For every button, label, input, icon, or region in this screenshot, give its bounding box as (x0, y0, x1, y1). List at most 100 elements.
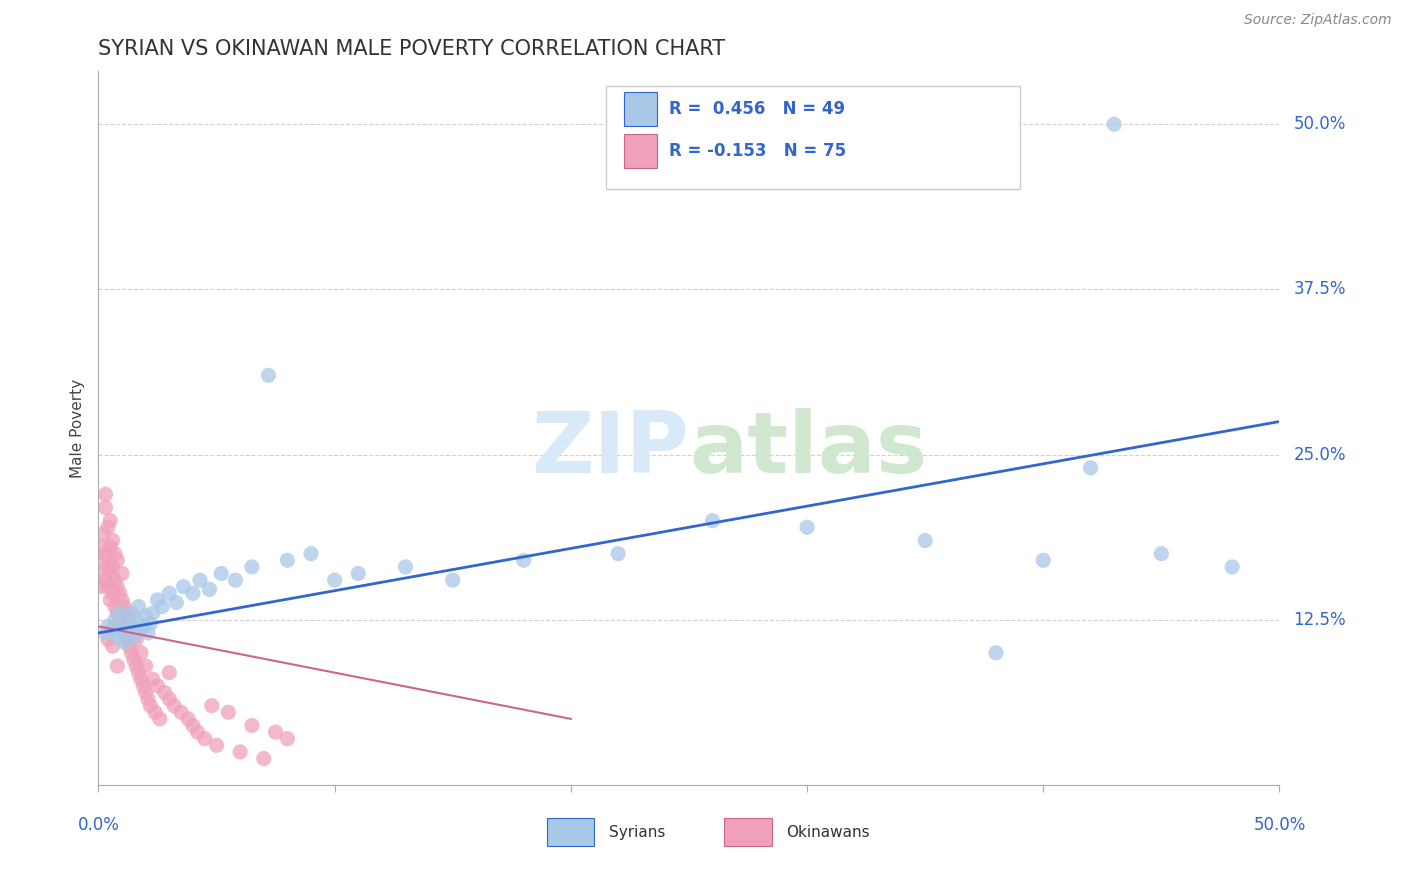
Point (118, 622, 141, 636)
Text: R = -0.153   N = 75: R = -0.153 N = 75 (669, 142, 846, 160)
Point (257, 368, 280, 383)
Point (115, 606, 138, 620)
Point (187, 725, 209, 739)
Point (153, 685, 176, 699)
Point (146, 679, 169, 693)
Point (1102, 117, 1125, 131)
Point (108, 606, 131, 620)
Point (91, 553, 114, 567)
Point (122, 630, 145, 644)
Point (217, 706, 239, 720)
Point (87, 566, 110, 581)
Point (607, 547, 630, 561)
Point (132, 679, 155, 693)
Point (394, 560, 416, 574)
FancyBboxPatch shape (547, 819, 595, 846)
Text: atlas: atlas (689, 408, 927, 491)
Point (702, 514, 724, 528)
Point (194, 731, 217, 746)
Point (111, 593, 134, 607)
Point (98, 514, 121, 528)
Point (125, 613, 148, 627)
Point (1032, 553, 1054, 567)
Point (188, 573, 211, 587)
Point (264, 725, 287, 739)
Point (108, 613, 131, 627)
Text: 25.0%: 25.0% (1294, 446, 1346, 464)
Point (143, 706, 166, 720)
Point (128, 599, 150, 614)
FancyBboxPatch shape (624, 134, 657, 169)
Point (149, 712, 172, 726)
Point (105, 659, 128, 673)
Point (104, 547, 127, 561)
Point (177, 712, 200, 726)
Point (115, 632, 138, 647)
FancyBboxPatch shape (624, 92, 657, 126)
Point (94, 487, 117, 501)
Point (201, 698, 224, 713)
Point (129, 672, 152, 686)
Point (441, 573, 464, 587)
Point (118, 613, 141, 627)
Point (323, 573, 346, 587)
Point (121, 619, 143, 633)
Point (136, 626, 159, 640)
Point (105, 606, 128, 620)
Point (101, 586, 124, 600)
Point (139, 698, 162, 713)
Text: Source: ZipAtlas.com: Source: ZipAtlas.com (1244, 13, 1392, 28)
Text: 50.0%: 50.0% (1294, 115, 1346, 133)
Point (512, 553, 534, 567)
Point (1080, 460, 1102, 475)
Point (198, 582, 221, 597)
Point (105, 580, 128, 594)
Point (94, 547, 117, 561)
Point (128, 665, 150, 680)
Point (135, 608, 157, 623)
Point (135, 659, 157, 673)
Point (129, 646, 152, 660)
Text: 0.0%: 0.0% (77, 815, 120, 833)
Point (299, 547, 322, 561)
Point (122, 652, 145, 666)
Point (224, 573, 246, 587)
Point (108, 586, 131, 600)
Point (205, 739, 228, 753)
Point (142, 606, 165, 620)
Point (347, 566, 370, 581)
Point (105, 553, 128, 567)
Point (90, 540, 112, 554)
Point (111, 619, 134, 633)
Point (97, 619, 120, 633)
Point (240, 560, 263, 574)
Point (115, 616, 138, 631)
FancyBboxPatch shape (606, 86, 1019, 189)
Point (165, 596, 187, 610)
Point (209, 566, 232, 581)
Point (111, 626, 134, 640)
Point (135, 685, 157, 699)
Point (112, 626, 135, 640)
Point (240, 718, 263, 732)
Point (253, 751, 276, 765)
Point (132, 619, 155, 633)
Point (1150, 547, 1173, 561)
Y-axis label: Male Poverty: Male Poverty (70, 378, 86, 478)
Text: 50.0%: 50.0% (1253, 815, 1306, 833)
Point (157, 586, 180, 600)
Point (97, 632, 120, 647)
Point (181, 586, 204, 600)
Point (118, 639, 141, 653)
Point (139, 616, 162, 631)
Point (125, 632, 148, 647)
Point (105, 630, 128, 644)
Point (142, 672, 165, 686)
Point (98, 593, 121, 607)
Point (172, 580, 194, 594)
Text: R =  0.456   N = 49: R = 0.456 N = 49 (669, 100, 845, 118)
Point (111, 626, 134, 640)
Text: Syrians: Syrians (609, 824, 665, 839)
Point (104, 613, 127, 627)
Point (276, 553, 298, 567)
